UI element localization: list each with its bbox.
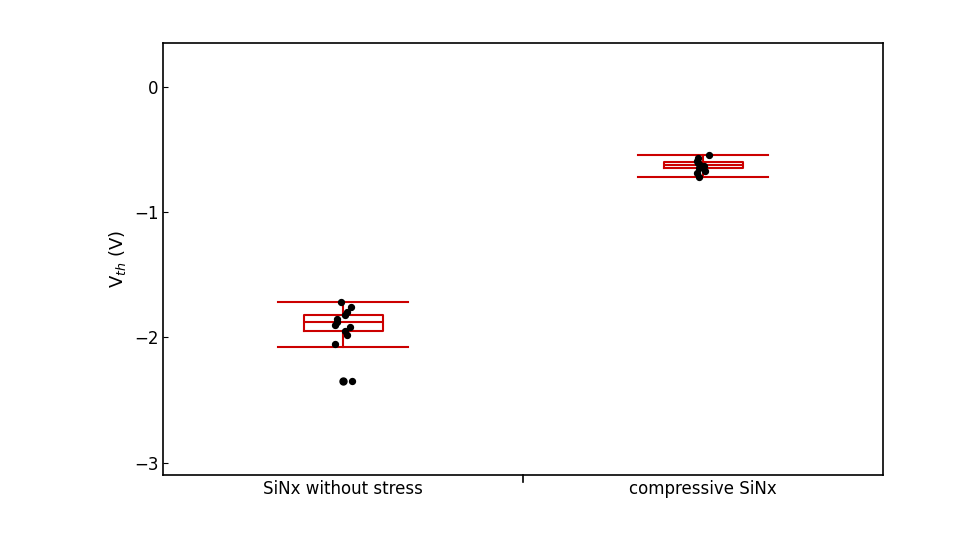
Point [696,161,711,170]
Point [702,150,717,159]
Point [692,160,708,169]
Point [329,318,345,327]
Point [690,154,706,163]
Point [344,303,359,312]
Point [689,169,705,178]
Point [327,340,343,348]
Point [690,157,706,165]
Point [337,327,352,335]
Point [342,323,357,332]
Point [690,159,706,168]
Point [344,377,359,386]
Point [340,308,355,317]
Point [692,173,708,181]
Point [333,298,348,307]
Point [337,310,352,319]
Point [329,314,345,323]
Point [694,163,709,172]
Point [698,167,713,176]
Point [692,164,708,173]
Y-axis label: V$_{th}$ (V): V$_{th}$ (V) [108,230,129,288]
Point [327,321,343,329]
Point [339,330,354,339]
